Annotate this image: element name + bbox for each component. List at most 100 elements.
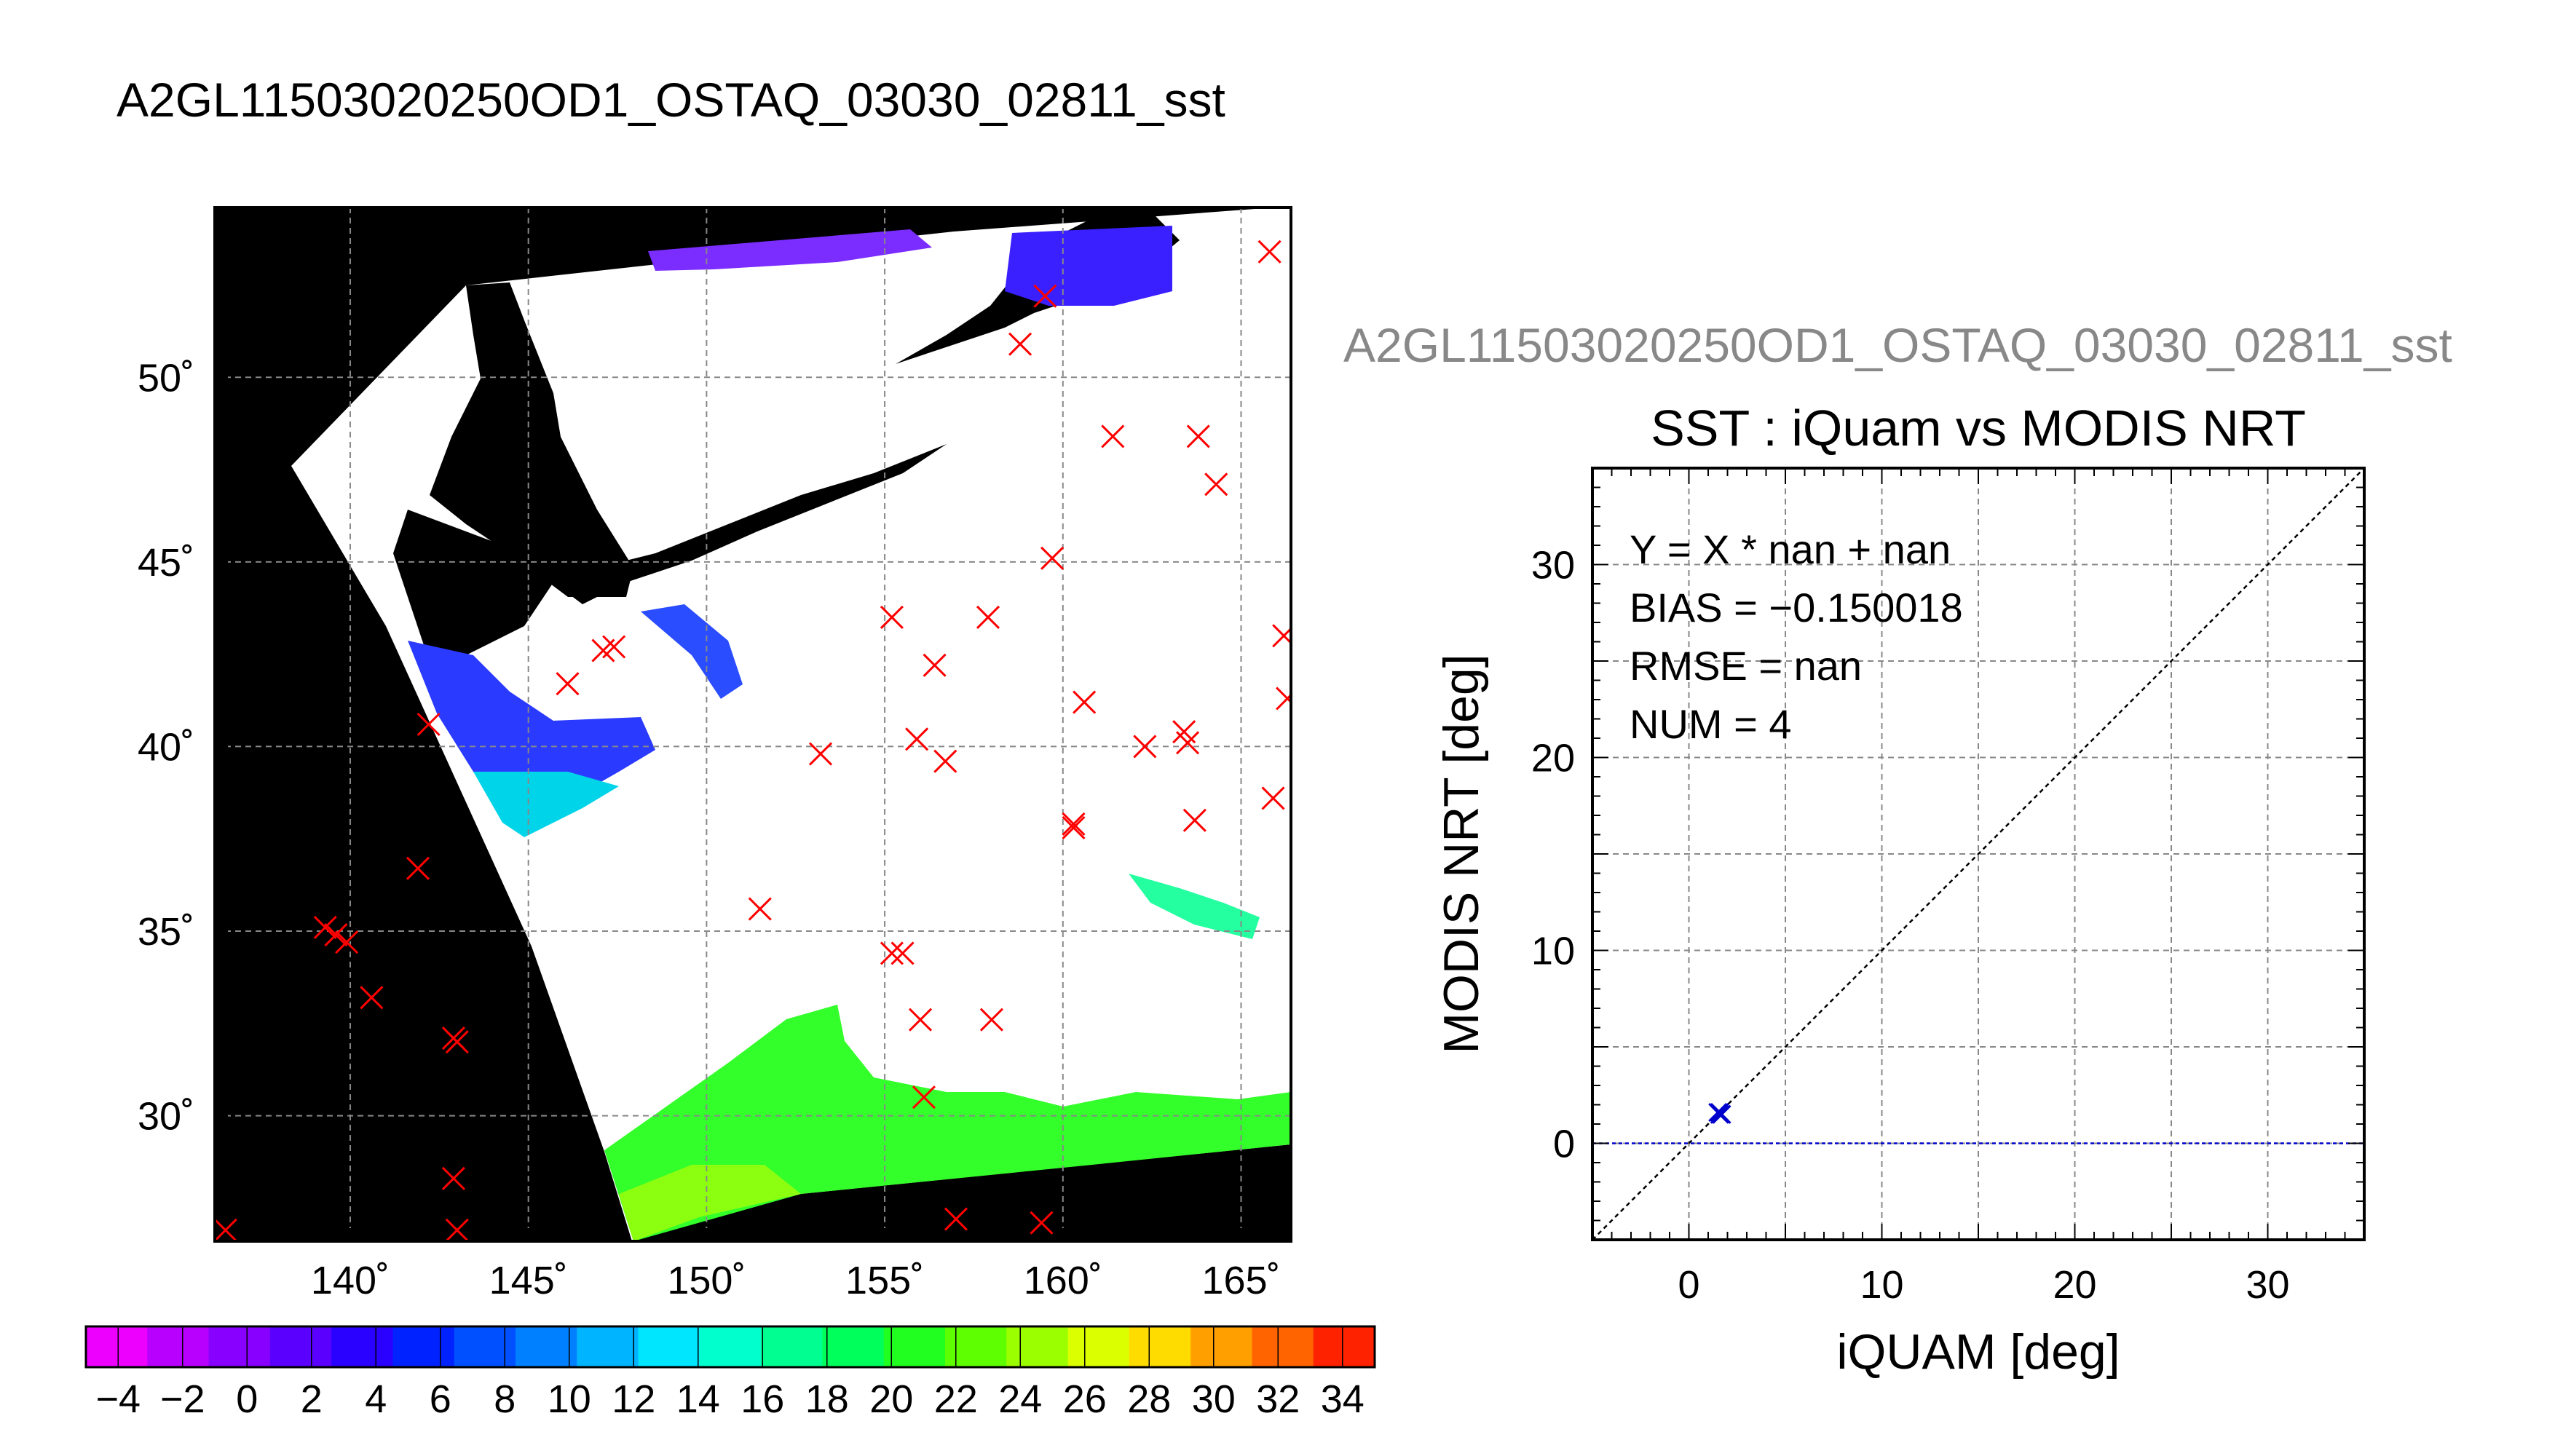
map-lon-tick-label: 150˚ (667, 1259, 746, 1302)
buoy-markers (215, 240, 1291, 1241)
buoy-marker (1204, 472, 1228, 496)
colorbar-segment (1067, 1326, 1130, 1367)
scatter-point (1712, 1104, 1731, 1124)
scatter-ticks: 0 10 20 30 0 10 20 30 (1531, 467, 2365, 1307)
buoy-marker (1261, 786, 1285, 810)
colorbar-segment (208, 1326, 271, 1367)
scatter-point (1710, 1104, 1729, 1124)
colorbar-tick-label: 22 (934, 1377, 978, 1421)
scatter-panel: A2GL11503020250OD1_OSTAQ_03030_02811_sst… (1343, 318, 2452, 1380)
colorbar-segment (454, 1326, 516, 1367)
buoy-marker (445, 1218, 469, 1241)
sst-patch-yellowgreen (619, 1165, 801, 1241)
sst-patch-kamchatka-blue (1005, 226, 1172, 306)
buoy-marker (1033, 284, 1057, 308)
buoy-marker (1073, 690, 1097, 714)
map-lat-tick-label: 35˚ (138, 910, 194, 954)
colorbar-segment (1129, 1326, 1191, 1367)
scatter-subtitle: A2GL11503020250OD1_OSTAQ_03030_02811_sst (1343, 318, 2452, 372)
colorbar-segment (1252, 1326, 1314, 1367)
buoy-marker (1133, 735, 1157, 759)
scatter-stat-line: Y = X * nan + nan (1630, 526, 1951, 572)
buoy-marker (335, 930, 359, 954)
colorbar-segment (147, 1326, 210, 1367)
buoy-marker (905, 727, 929, 751)
buoy-marker (976, 605, 1000, 629)
buoy-marker (313, 915, 337, 939)
buoy-marker (880, 605, 904, 629)
colorbar-segment (1190, 1326, 1252, 1367)
colorbar-tick-label: −4 (95, 1377, 141, 1421)
colorbar-tick-label: 34 (1321, 1377, 1365, 1421)
buoy-marker (880, 941, 904, 965)
colorbar-tick-label: 10 (548, 1377, 591, 1421)
colorbar-segment (1006, 1326, 1069, 1367)
map-lat-tick-label: 40˚ (138, 725, 194, 769)
buoy-marker (891, 941, 915, 965)
scatter-y-tick-label: 30 (1531, 544, 1575, 587)
one-to-one-line (1592, 468, 2364, 1240)
land-feature-sakhalin (430, 282, 633, 597)
scatter-x-tick-label: 0 (1678, 1263, 1699, 1307)
buoy-marker (1008, 332, 1032, 356)
colorbar: −4 −2 0 2 4 6 8 10 12 14 16 18 20 22 24 26 28 30 32 34 (84, 1325, 1376, 1421)
colorbar-segment (945, 1326, 1007, 1367)
colorbar-segment (1313, 1326, 1375, 1367)
colorbar-tick-label: 0 (236, 1377, 258, 1421)
scatter-stat-line: BIAS = −0.150018 (1630, 585, 1963, 630)
land-feature-kurils (553, 444, 947, 604)
scatter-y-axis-label: MODIS NRT [deg] (1434, 654, 1489, 1053)
colorbar-segment (331, 1326, 393, 1367)
colorbar-tick-label: 2 (301, 1377, 323, 1421)
buoy-marker (441, 1166, 465, 1190)
scatter-x-axis-label: iQUAM [deg] (1836, 1324, 2120, 1380)
colorbar-tick-label: −2 (160, 1377, 205, 1421)
colorbar-frame (84, 1325, 1376, 1369)
colorbar-tick-label: 6 (430, 1377, 451, 1421)
figure-title: A2GL11503020250OD1_OSTAQ_03030_02811_sst (117, 73, 1225, 127)
scatter-y-tick-label: 20 (1531, 737, 1575, 780)
sst-patch-front-blue (641, 604, 743, 699)
buoy-marker (933, 749, 957, 773)
buoy-marker (1062, 815, 1086, 840)
buoy-marker (556, 672, 580, 696)
scatter-points (1708, 1103, 1731, 1124)
buoy-marker (1276, 687, 1291, 711)
colorbar-segment (638, 1326, 700, 1367)
buoy-marker (1182, 808, 1207, 832)
map-lon-tick-label: 140˚ (311, 1259, 390, 1302)
scatter-x-tick-label: 10 (1860, 1263, 1903, 1307)
map-lat-tick-label: 30˚ (138, 1095, 194, 1139)
colorbar-tick-label: 12 (612, 1377, 655, 1421)
sst-patch-east-cyan (1129, 874, 1260, 939)
colorbar-segment (86, 1326, 148, 1367)
scatter-y-tick-label: 10 (1531, 930, 1575, 973)
map-frame (213, 206, 1292, 1243)
colorbar-tick-label: 18 (805, 1377, 849, 1421)
colorbar-segment (516, 1326, 577, 1367)
buoy-marker (602, 635, 626, 659)
map-imagery (291, 207, 1291, 1241)
buoy-marker (215, 1218, 237, 1241)
colorbar-tick-label: 20 (869, 1377, 913, 1421)
buoy-marker (1257, 240, 1282, 264)
colorbar-tick-label: 4 (365, 1377, 387, 1421)
colorbar-tick-label: 32 (1256, 1377, 1300, 1421)
scatter-title: SST : iQuam vs MODIS NRT (1651, 400, 2306, 456)
scatter-x-tick-label: 30 (2246, 1263, 2289, 1307)
colorbar-tick-label: 8 (494, 1377, 516, 1421)
sst-map-panel: 140˚ 145˚ 150˚ 155˚ 160˚ 165˚ 30˚ 35˚ 40˚ 45˚ 50˚ (138, 206, 1292, 1302)
map-lon-tick-label: 155˚ (845, 1259, 924, 1302)
scatter-x-tick-label: 20 (2053, 1263, 2096, 1307)
map-lon-tick-label: 160˚ (1024, 1259, 1102, 1302)
buoy-marker (406, 856, 430, 880)
buoy-marker (360, 986, 384, 1010)
buoy-marker (445, 1030, 469, 1054)
colorbar-segment (761, 1326, 823, 1367)
colorbar-tick-label: 16 (741, 1377, 784, 1421)
land-feature-hokkaido (393, 510, 553, 684)
buoy-marker (1176, 731, 1200, 755)
colorbar-tick-label: 30 (1192, 1377, 1236, 1421)
buoy-marker (1062, 812, 1086, 836)
